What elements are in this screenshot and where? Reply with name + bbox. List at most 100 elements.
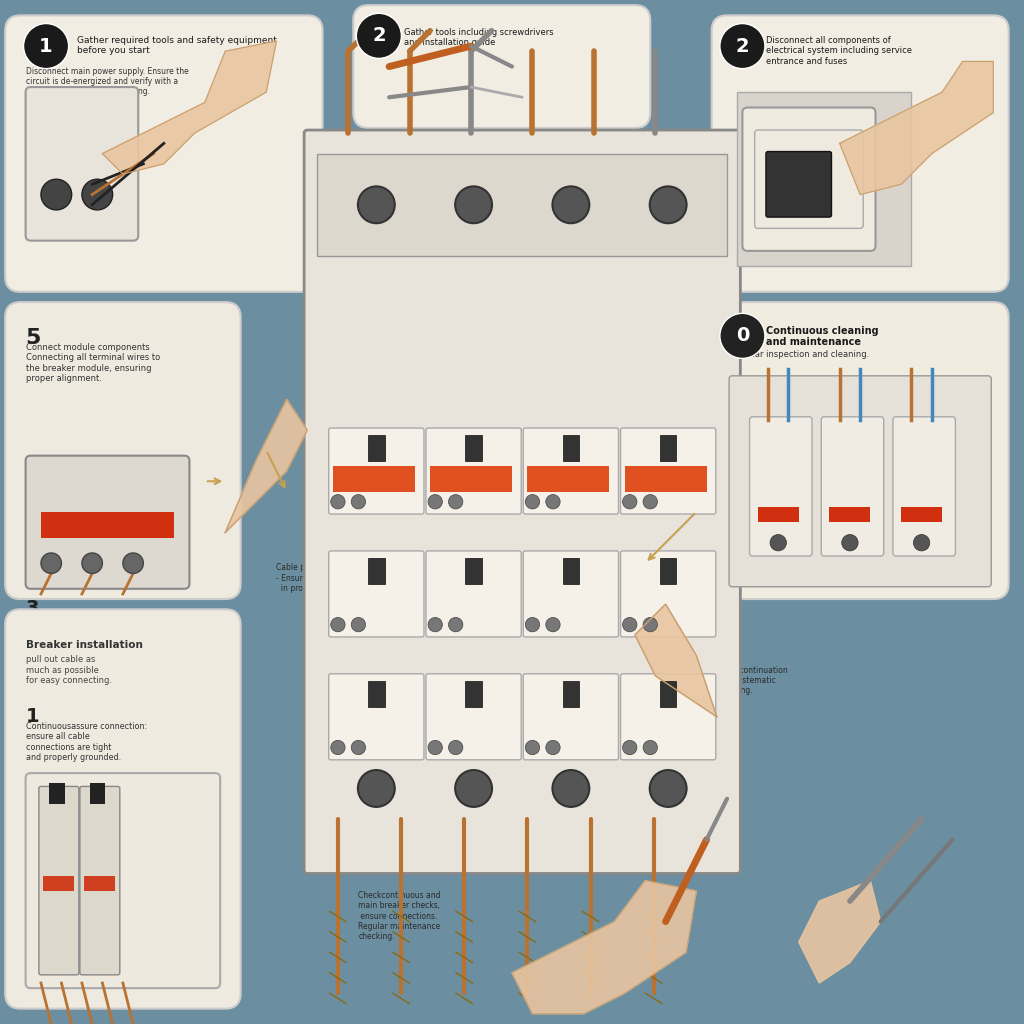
Circle shape: [331, 495, 345, 509]
Text: Installation
check all
connections
properly.: Installation check all connections prope…: [666, 635, 712, 675]
Text: Disconnect all components of
electrical system including service
entrance and fu: Disconnect all components of electrical …: [766, 36, 912, 66]
FancyBboxPatch shape: [80, 786, 120, 975]
Bar: [563, 435, 580, 461]
Circle shape: [455, 186, 493, 223]
Bar: [758, 507, 799, 522]
Text: Inspection and maintenance
ensure connection are
properly grounded.: Inspection and maintenance ensure connec…: [717, 466, 831, 496]
Circle shape: [428, 617, 442, 632]
Text: Regular inspection and cleaning.: Regular inspection and cleaning.: [731, 350, 869, 359]
Circle shape: [770, 535, 786, 551]
Circle shape: [123, 553, 143, 573]
FancyBboxPatch shape: [39, 786, 79, 975]
Circle shape: [643, 495, 657, 509]
Circle shape: [546, 740, 560, 755]
Bar: [625, 466, 707, 492]
Bar: [659, 558, 676, 584]
FancyBboxPatch shape: [329, 428, 424, 514]
Circle shape: [24, 24, 69, 69]
Bar: [369, 681, 385, 707]
Circle shape: [643, 617, 657, 632]
Bar: [41, 512, 174, 538]
Bar: [49, 783, 65, 804]
Bar: [317, 154, 727, 256]
FancyBboxPatch shape: [26, 773, 220, 988]
Circle shape: [455, 770, 493, 807]
FancyBboxPatch shape: [523, 551, 618, 637]
Circle shape: [720, 24, 765, 69]
Circle shape: [643, 740, 657, 755]
Circle shape: [428, 495, 442, 509]
Bar: [659, 681, 676, 707]
Text: 1: 1: [26, 707, 39, 726]
Circle shape: [449, 617, 463, 632]
Bar: [901, 507, 942, 522]
FancyBboxPatch shape: [353, 5, 650, 128]
Circle shape: [623, 740, 637, 755]
Bar: [43, 876, 74, 891]
Polygon shape: [102, 41, 276, 174]
Circle shape: [649, 186, 686, 223]
Bar: [84, 876, 115, 891]
Bar: [333, 466, 415, 492]
Bar: [465, 558, 482, 584]
Bar: [829, 507, 870, 522]
FancyBboxPatch shape: [621, 674, 716, 760]
FancyBboxPatch shape: [5, 15, 323, 292]
Bar: [465, 681, 482, 707]
Circle shape: [358, 770, 395, 807]
Bar: [369, 435, 385, 461]
Circle shape: [842, 535, 858, 551]
FancyBboxPatch shape: [426, 674, 521, 760]
Text: Gather tools including screwdrivers
and installation guide: Gather tools including screwdrivers and …: [404, 28, 554, 47]
Circle shape: [358, 186, 395, 223]
Text: Continuous cleaning
and maintenance: Continuous cleaning and maintenance: [766, 326, 879, 347]
Bar: [90, 783, 105, 804]
Circle shape: [623, 495, 637, 509]
FancyBboxPatch shape: [5, 609, 241, 1009]
Circle shape: [428, 740, 442, 755]
Circle shape: [351, 740, 366, 755]
FancyBboxPatch shape: [426, 428, 521, 514]
Circle shape: [449, 740, 463, 755]
FancyBboxPatch shape: [621, 551, 716, 637]
Circle shape: [449, 495, 463, 509]
FancyBboxPatch shape: [523, 674, 618, 760]
Circle shape: [82, 179, 113, 210]
FancyBboxPatch shape: [729, 376, 991, 587]
Polygon shape: [512, 881, 696, 1014]
FancyBboxPatch shape: [329, 674, 424, 760]
Circle shape: [41, 179, 72, 210]
Circle shape: [41, 553, 61, 573]
FancyBboxPatch shape: [304, 130, 740, 873]
Circle shape: [546, 495, 560, 509]
FancyBboxPatch shape: [821, 417, 884, 556]
Circle shape: [331, 740, 345, 755]
FancyBboxPatch shape: [523, 428, 618, 514]
Text: Gather required tools and safety equipment
before you start: Gather required tools and safety equipme…: [77, 36, 276, 55]
Circle shape: [351, 495, 366, 509]
Circle shape: [720, 313, 765, 358]
FancyBboxPatch shape: [766, 152, 831, 217]
Text: Cable pull direction.
- Ensure cable runs
  in proper direction: Cable pull direction. - Ensure cable run…: [276, 563, 353, 593]
FancyBboxPatch shape: [5, 302, 241, 599]
Bar: [369, 558, 385, 584]
Bar: [465, 435, 482, 461]
Text: pull out cable as
much as possible
for easy connecting.: pull out cable as much as possible for e…: [26, 655, 112, 685]
Text: 4: 4: [717, 461, 728, 479]
Text: Checkcontinuous and
main breaker checks,
 ensure connections.
Regular maintenanc: Checkcontinuous and main breaker checks,…: [358, 891, 441, 941]
FancyBboxPatch shape: [621, 428, 716, 514]
Text: Checkcontinuation
and systematic
checking.: Checkcontinuation and systematic checkin…: [717, 666, 788, 695]
Circle shape: [525, 495, 540, 509]
FancyBboxPatch shape: [26, 456, 189, 589]
Circle shape: [525, 617, 540, 632]
Circle shape: [82, 553, 102, 573]
Circle shape: [553, 186, 590, 223]
Text: Connect module components
Connecting all terminal wires to
the breaker module, e: Connect module components Connecting all…: [26, 343, 160, 383]
Text: Continuousassure connection:
ensure all cable
connections are tight
and properly: Continuousassure connection: ensure all …: [26, 722, 146, 762]
Bar: [527, 466, 609, 492]
Polygon shape: [840, 61, 993, 195]
Bar: [737, 92, 911, 266]
Text: Disconnect main power supply. Ensure the
circuit is de-energized and verify with: Disconnect main power supply. Ensure the…: [26, 67, 188, 96]
FancyBboxPatch shape: [712, 15, 1009, 292]
FancyBboxPatch shape: [742, 108, 876, 251]
